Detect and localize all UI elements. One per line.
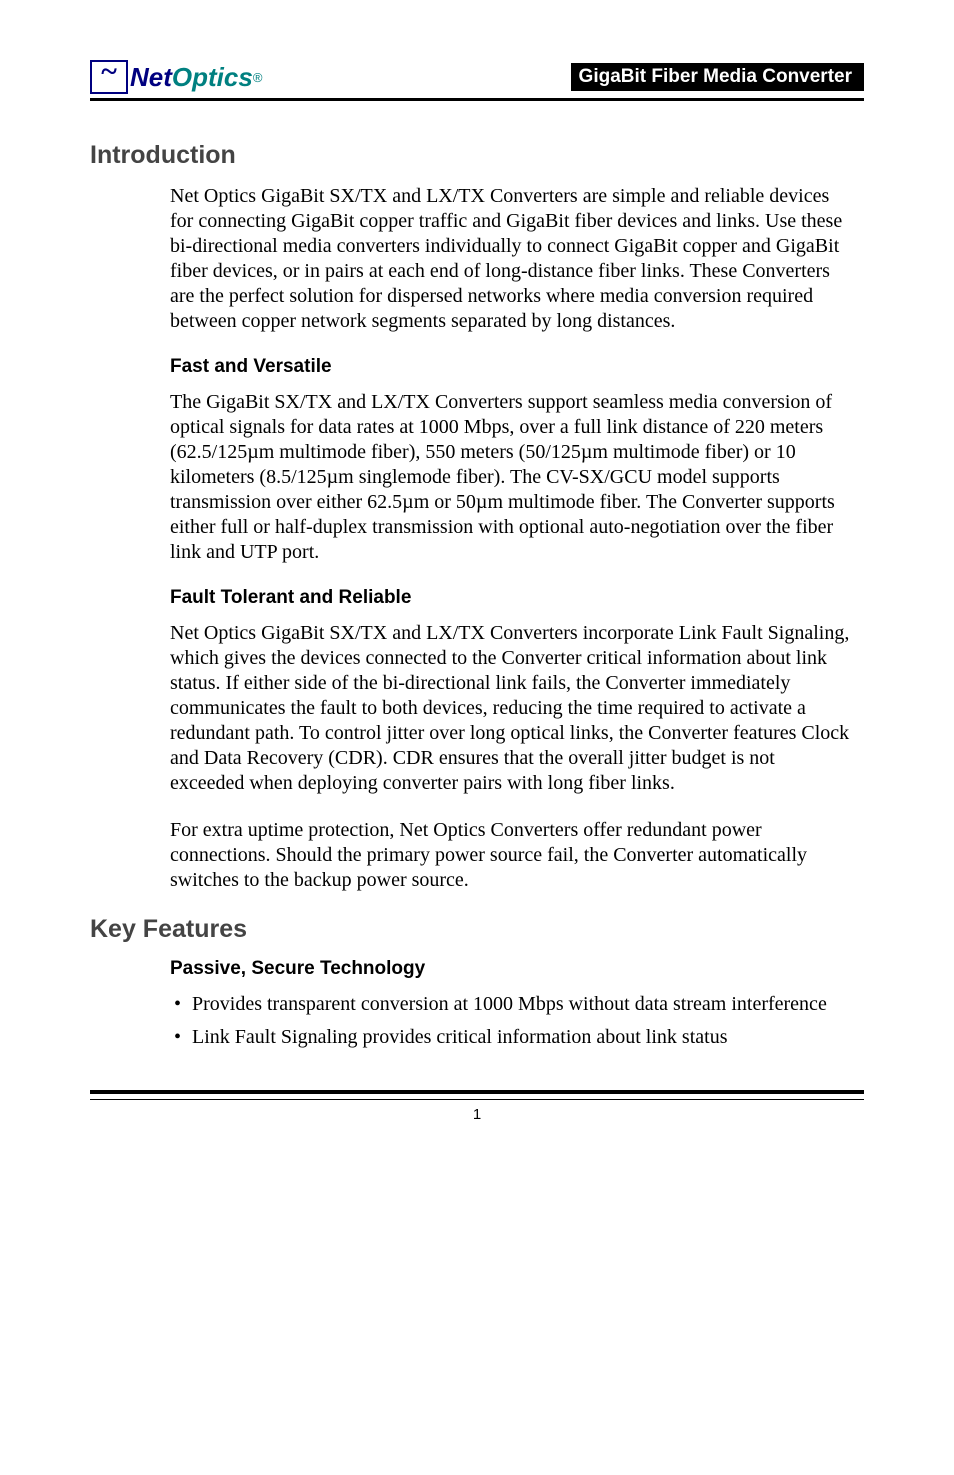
fault-tolerant-paragraph-2: For extra uptime protection, Net Optics …	[170, 818, 854, 893]
document-title-bar: GigaBit Fiber Media Converter	[571, 63, 864, 91]
key-features-body: Passive, Secure Technology Provides tran…	[170, 958, 854, 1050]
intro-body: Net Optics GigaBit SX/TX and LX/TX Conve…	[170, 184, 854, 893]
sub-heading-passive-secure: Passive, Secure Technology	[170, 958, 854, 980]
feature-bullet: Link Fault Signaling provides critical i…	[170, 1025, 854, 1050]
header-underline	[90, 98, 864, 101]
fault-tolerant-paragraph-1: Net Optics GigaBit SX/TX and LX/TX Conve…	[170, 621, 854, 796]
header-row: ~ NetOptics® GigaBit Fiber Media Convert…	[90, 60, 864, 94]
intro-paragraph: Net Optics GigaBit SX/TX and LX/TX Conve…	[170, 184, 854, 334]
section-heading-key-features: Key Features	[90, 915, 864, 944]
sub-heading-fast-versatile: Fast and Versatile	[170, 356, 854, 378]
feature-bullets: Provides transparent conversion at 1000 …	[170, 992, 854, 1050]
logo-box-icon: ~	[90, 60, 128, 94]
logo-tilde-icon: ~	[101, 66, 117, 88]
fast-versatile-paragraph: The GigaBit SX/TX and LX/TX Converters s…	[170, 390, 854, 565]
footer-rule-thin	[90, 1099, 864, 1100]
logo: ~ NetOptics®	[90, 60, 262, 94]
feature-bullet: Provides transparent conversion at 1000 …	[170, 992, 854, 1017]
page-number: 1	[90, 1106, 864, 1123]
logo-text-net: Net	[130, 62, 172, 93]
sub-heading-fault-tolerant: Fault Tolerant and Reliable	[170, 587, 854, 609]
logo-registered-icon: ®	[253, 70, 263, 85]
footer-rule-thick	[90, 1090, 864, 1094]
logo-text-optics: Optics	[172, 62, 253, 93]
section-heading-introduction: Introduction	[90, 141, 864, 170]
